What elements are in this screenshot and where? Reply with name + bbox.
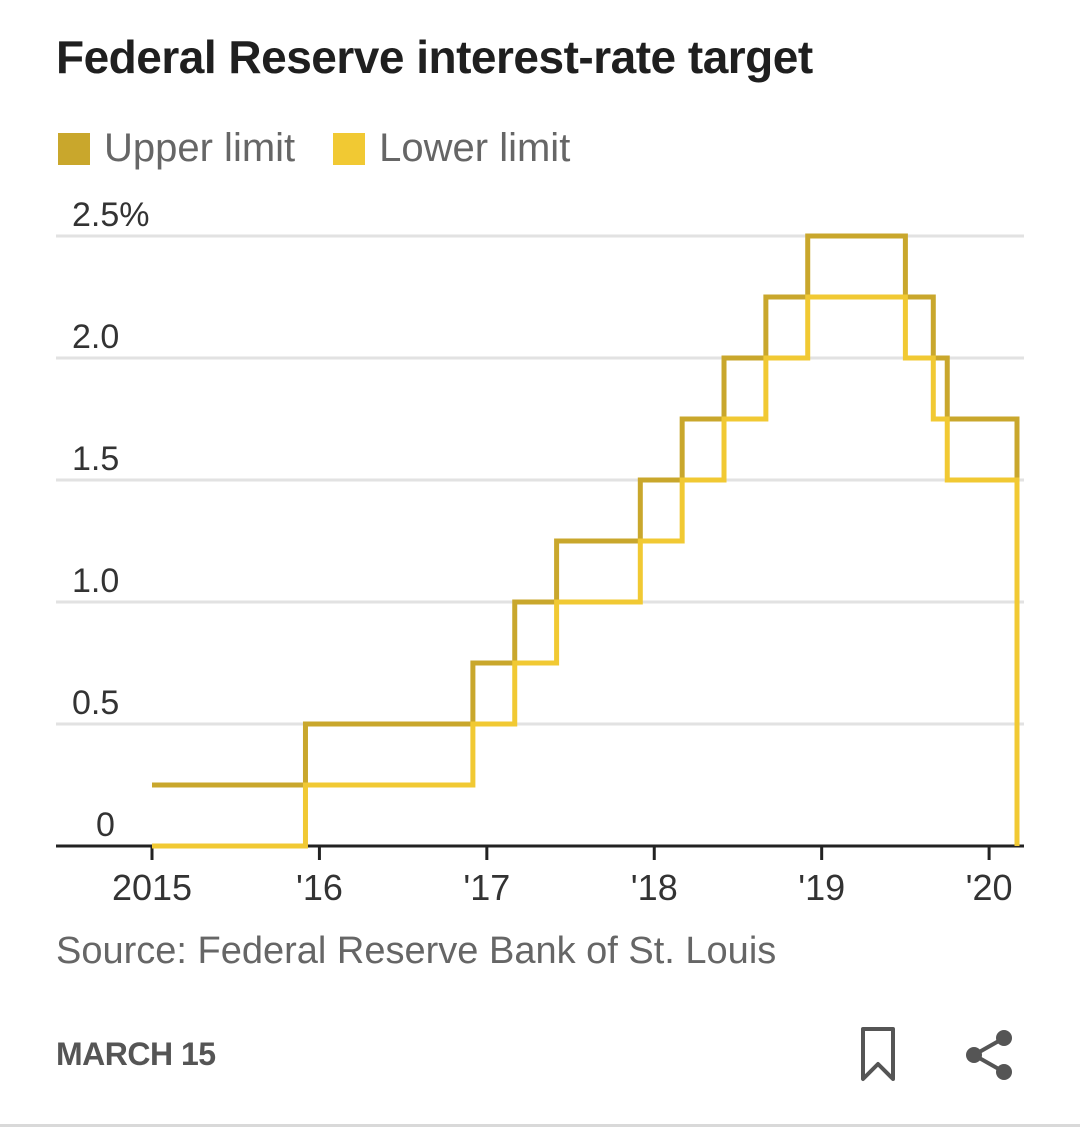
rate-chart: 0 0.5 1.0 1.5 2.0 2.5% 2015 '16 '17 '18 '19 '20 [56, 196, 1024, 908]
chart-title: Federal Reserve interest-rate target [56, 31, 813, 83]
legend: Upper limit Lower limit [58, 126, 608, 171]
y-tick-label: 0 [96, 806, 115, 844]
legend-swatch-upper [58, 132, 90, 165]
x-tick-label: '17 [463, 867, 510, 908]
legend-label-upper: Upper limit [104, 126, 296, 170]
y-tick-label: 1.0 [72, 562, 119, 600]
y-tick-label: 0.5 [72, 684, 119, 722]
share-icon[interactable] [962, 1028, 1016, 1082]
x-tick-label: '16 [296, 867, 343, 908]
x-tick-label: 2015 [112, 867, 192, 908]
legend-label-lower: Lower limit [379, 126, 571, 170]
legend-swatch-lower [333, 132, 366, 165]
bookmark-icon[interactable] [858, 1026, 898, 1082]
legend-item-lower: Lower limit [333, 126, 570, 171]
publish-date: MARCH 15 [56, 1036, 216, 1072]
bottom-divider [0, 1124, 1080, 1127]
source-note: Source: Federal Reserve Bank of St. Loui… [56, 930, 777, 972]
y-tick-label: 2.0 [72, 318, 119, 356]
x-tick-label: '20 [966, 867, 1013, 908]
x-tick-label: '19 [798, 867, 845, 908]
x-tick-label: '18 [631, 867, 678, 908]
y-tick-label: 2.5% [72, 196, 150, 234]
series-line-lower [152, 294, 1020, 849]
series-line-upper [152, 233, 1020, 788]
legend-item-upper: Upper limit [58, 126, 295, 171]
y-tick-label: 1.5 [72, 440, 119, 478]
